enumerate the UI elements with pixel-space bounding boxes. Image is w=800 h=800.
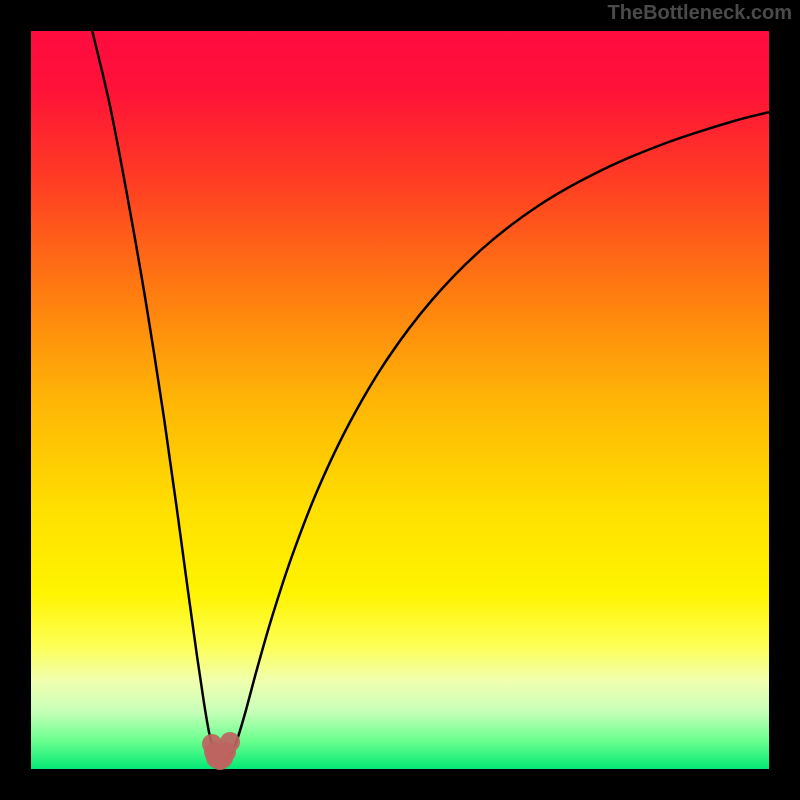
watermark-text: TheBottleneck.com [608,2,792,25]
chart-container: TheBottleneck.com [0,0,800,800]
chart-svg [0,0,800,800]
